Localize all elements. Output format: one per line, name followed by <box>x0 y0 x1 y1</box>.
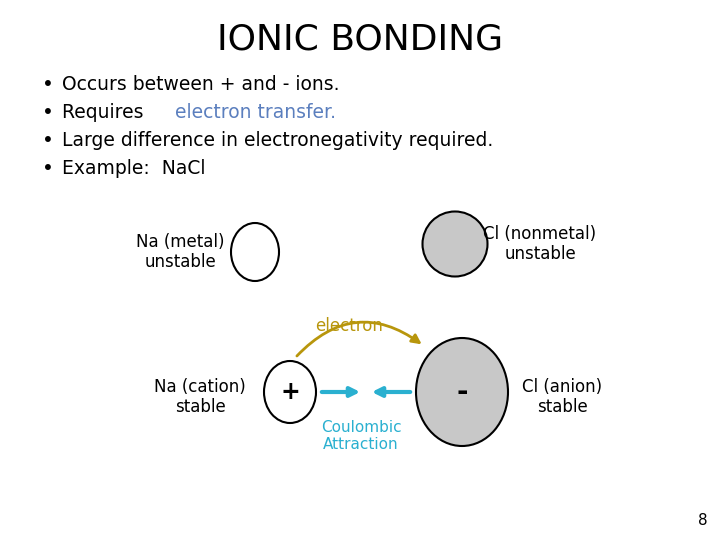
Text: Coulombic
Attraction: Coulombic Attraction <box>320 420 401 453</box>
FancyArrowPatch shape <box>322 388 356 396</box>
Text: -: - <box>456 378 468 406</box>
Ellipse shape <box>231 223 279 281</box>
Text: Cl (anion)
stable: Cl (anion) stable <box>522 377 602 416</box>
Text: Na (metal)
unstable: Na (metal) unstable <box>136 233 224 272</box>
Text: Requires: Requires <box>62 103 150 122</box>
Text: electron: electron <box>315 317 384 335</box>
Text: IONIC BONDING: IONIC BONDING <box>217 22 503 56</box>
Text: 8: 8 <box>698 513 708 528</box>
Text: +: + <box>280 380 300 404</box>
Ellipse shape <box>423 212 487 276</box>
Text: •: • <box>42 103 54 122</box>
Text: •: • <box>42 75 54 94</box>
Text: Cl (nonmetal)
unstable: Cl (nonmetal) unstable <box>483 225 597 264</box>
FancyArrowPatch shape <box>377 388 410 396</box>
Text: Large difference in electronegativity required.: Large difference in electronegativity re… <box>62 131 493 150</box>
Text: Example:  NaCl: Example: NaCl <box>62 159 205 178</box>
Text: •: • <box>42 131 54 150</box>
Text: electron transfer.: electron transfer. <box>175 103 336 122</box>
Text: Na (cation)
stable: Na (cation) stable <box>154 377 246 416</box>
Ellipse shape <box>264 361 316 423</box>
Text: Occurs between + and - ions.: Occurs between + and - ions. <box>62 75 340 94</box>
FancyArrowPatch shape <box>297 322 419 356</box>
Ellipse shape <box>416 338 508 446</box>
Text: •: • <box>42 159 54 178</box>
